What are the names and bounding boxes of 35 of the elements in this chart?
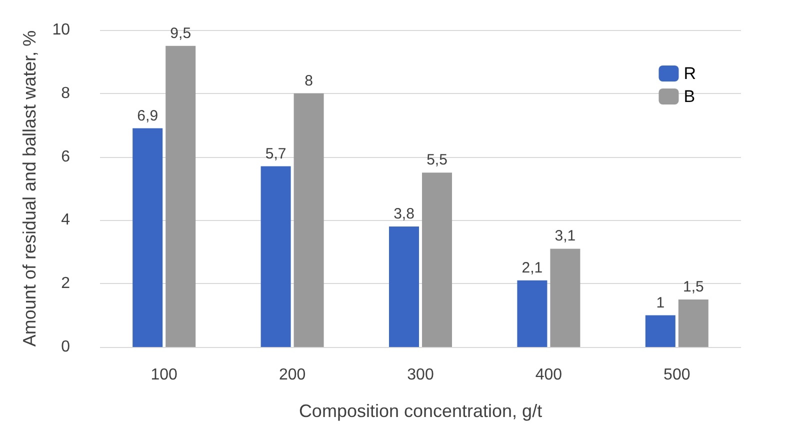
bar [550, 248, 580, 347]
x-tick-label: 300 [407, 366, 434, 384]
data-label: 3,8 [394, 206, 414, 223]
x-tick-label: 200 [278, 366, 306, 384]
data-label: 5,5 [426, 152, 448, 169]
y-tick-label: 2 [61, 275, 70, 292]
data-label: 9,5 [170, 24, 192, 42]
data-label: 5,7 [265, 145, 286, 162]
data-label: 2,1 [522, 259, 543, 276]
legend-label: R [684, 64, 696, 83]
data-label: 3,1 [554, 228, 576, 245]
y-tick-label: 10 [52, 22, 70, 38]
legend-label: B [684, 87, 696, 106]
x-tick-label: 400 [535, 366, 562, 384]
y-tick-label: 6 [61, 148, 70, 166]
bar [389, 226, 419, 347]
y-tick-label: 4 [61, 212, 70, 229]
data-label: 1,5 [682, 278, 704, 296]
bar [678, 299, 708, 347]
y-tick-label: 8 [61, 84, 70, 102]
bar [517, 280, 548, 347]
x-tick-label: 500 [664, 366, 690, 384]
x-axis-title: Composition concentration, g/t [298, 401, 542, 421]
data-label: 8 [304, 72, 313, 90]
data-label: 6,9 [137, 107, 158, 124]
bar [166, 46, 196, 347]
y-axis-title: Amount of residual and ballast water, % [19, 30, 40, 347]
data-label: 1 [656, 294, 665, 312]
x-tick-label: 100 [150, 366, 178, 384]
bar [132, 128, 163, 347]
bar [294, 93, 324, 347]
bar [645, 315, 676, 347]
bar [260, 166, 291, 347]
y-tick-label: 0 [61, 338, 70, 356]
bar [422, 172, 452, 347]
